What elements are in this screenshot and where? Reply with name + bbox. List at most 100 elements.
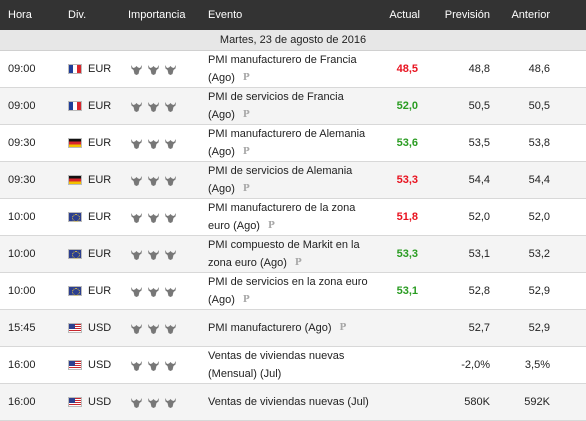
- event-currency: EUR: [88, 248, 112, 260]
- header-anterior[interactable]: Anterior: [500, 0, 586, 30]
- flag-us-icon: [68, 360, 82, 370]
- event-row[interactable]: 10:00 EUR PMI manufacturero de la zona eur…: [0, 198, 586, 236]
- header-evento[interactable]: Evento: [200, 0, 370, 30]
- preliminary-icon[interactable]: P: [242, 183, 250, 194]
- event-currency-cell: EUR: [60, 198, 120, 236]
- bull-icon: [164, 212, 177, 223]
- preliminary-icon[interactable]: P: [242, 72, 250, 83]
- header-prevision[interactable]: Previsión: [420, 0, 500, 30]
- event-importance: [120, 124, 200, 162]
- event-name[interactable]: PMI manufacturero (Ago): [208, 322, 332, 334]
- flag-fr-icon: [68, 64, 82, 74]
- header-hora[interactable]: Hora: [0, 0, 60, 30]
- event-name-cell[interactable]: PMI de servicios en la zona euro (Ago) P: [200, 272, 370, 310]
- event-name[interactable]: PMI compuesto de Markit en la zona euro …: [208, 239, 360, 269]
- event-row[interactable]: 09:00 EUR PMI manufacturero de Francia (Ag…: [0, 50, 586, 88]
- event-name-cell[interactable]: PMI de servicios de Alemania (Ago) P: [200, 161, 370, 199]
- event-currency: EUR: [88, 174, 112, 186]
- flag-eu-icon: [68, 286, 82, 296]
- preliminary-icon[interactable]: P: [242, 294, 250, 305]
- event-name[interactable]: PMI manufacturero de Francia (Ago): [208, 54, 357, 84]
- bull-icon: [147, 323, 160, 334]
- event-previous: 3,5%: [500, 346, 586, 384]
- flag-eu-icon: [68, 212, 82, 222]
- event-name-cell[interactable]: PMI de servicios de Francia (Ago) P: [200, 87, 370, 125]
- event-currency-cell: USD: [60, 309, 120, 347]
- bull-icon: [130, 64, 143, 75]
- event-actual: 53,3: [370, 235, 420, 273]
- bull-icon: [130, 249, 143, 260]
- bull-icon: [130, 101, 143, 112]
- bull-icon: [130, 138, 143, 149]
- event-name-cell[interactable]: PMI manufacturero de Francia (Ago) P: [200, 50, 370, 88]
- header-importancia[interactable]: Importancia: [120, 0, 200, 30]
- event-time: 10:00: [0, 272, 60, 310]
- event-row[interactable]: 16:00 USD Ventas de viviendas nuevas (Jul)…: [0, 383, 586, 421]
- bull-icon: [130, 175, 143, 186]
- event-name[interactable]: PMI de servicios de Alemania (Ago): [208, 165, 353, 195]
- event-name[interactable]: PMI manufacturero de Alemania (Ago): [208, 128, 366, 158]
- event-time: 16:00: [0, 383, 60, 421]
- event-name[interactable]: PMI manufacturero de la zona euro (Ago): [208, 202, 356, 232]
- event-row[interactable]: 10:00 EUR PMI compuesto de Markit en la zo…: [0, 235, 586, 273]
- date-row: Martes, 23 de agosto de 2016: [0, 30, 586, 51]
- bull-icon: [164, 397, 177, 408]
- preliminary-icon[interactable]: P: [339, 322, 347, 333]
- event-name-cell[interactable]: PMI manufacturero de la zona euro (Ago) P: [200, 198, 370, 236]
- bull-icon: [147, 138, 160, 149]
- event-currency: USD: [88, 396, 112, 408]
- header-div[interactable]: Div.: [60, 0, 120, 30]
- event-importance: [120, 346, 200, 384]
- event-forecast: 53,1: [420, 235, 500, 273]
- event-actual: [370, 346, 420, 384]
- bull-icon: [147, 101, 160, 112]
- bull-icon: [147, 175, 160, 186]
- event-currency: EUR: [88, 211, 112, 223]
- event-previous: 50,5: [500, 87, 586, 125]
- event-name[interactable]: Ventas de viviendas nuevas (Jul): [208, 396, 369, 408]
- event-name-cell[interactable]: Ventas de viviendas nuevas (Mensual) (Ju…: [200, 346, 370, 384]
- event-name-cell[interactable]: Ventas de viviendas nuevas (Jul): [200, 383, 370, 421]
- event-name-cell[interactable]: PMI manufacturero (Ago) P: [200, 309, 370, 347]
- flag-fr-icon: [68, 101, 82, 111]
- event-time: 09:00: [0, 87, 60, 125]
- event-forecast: 48,8: [420, 50, 500, 88]
- bull-icon: [164, 323, 177, 334]
- event-row[interactable]: 09:30 EUR PMI manufacturero de Alemania (A…: [0, 124, 586, 162]
- event-previous: 53,2: [500, 235, 586, 273]
- preliminary-icon[interactable]: P: [294, 257, 302, 268]
- event-name-cell[interactable]: PMI compuesto de Markit en la zona euro …: [200, 235, 370, 273]
- preliminary-icon[interactable]: P: [242, 146, 250, 157]
- event-row[interactable]: 15:45 USD PMI manufacturero (Ago) P 52,7 52,9: [0, 309, 586, 347]
- event-importance: [120, 87, 200, 125]
- event-forecast: 580K: [420, 383, 500, 421]
- event-name[interactable]: Ventas de viviendas nuevas (Mensual) (Ju…: [208, 350, 345, 380]
- event-currency: EUR: [88, 100, 112, 112]
- event-currency-cell: EUR: [60, 161, 120, 199]
- table-header-row: Hora Div. Importancia Evento Actual Prev…: [0, 0, 586, 30]
- event-actual: 51,8: [370, 198, 420, 236]
- event-currency: USD: [88, 322, 112, 334]
- event-actual: [370, 383, 420, 421]
- event-currency-cell: EUR: [60, 235, 120, 273]
- event-row[interactable]: 09:30 EUR PMI de servicios de Alemania (Ag…: [0, 161, 586, 199]
- preliminary-icon[interactable]: P: [267, 220, 275, 231]
- event-row[interactable]: 16:00 USD Ventas de viviendas nuevas (Mens…: [0, 346, 586, 384]
- event-name-cell[interactable]: PMI manufacturero de Alemania (Ago) P: [200, 124, 370, 162]
- event-row[interactable]: 10:00 EUR PMI de servicios en la zona euro…: [0, 272, 586, 310]
- event-time: 09:30: [0, 161, 60, 199]
- event-importance: [120, 309, 200, 347]
- bull-icon: [147, 397, 160, 408]
- header-actual[interactable]: Actual: [370, 0, 420, 30]
- event-currency-cell: EUR: [60, 87, 120, 125]
- bull-icon: [164, 101, 177, 112]
- event-importance: [120, 235, 200, 273]
- event-name[interactable]: PMI de servicios de Francia (Ago): [208, 91, 344, 121]
- event-forecast: -2,0%: [420, 346, 500, 384]
- event-currency-cell: EUR: [60, 50, 120, 88]
- preliminary-icon[interactable]: P: [242, 109, 250, 120]
- event-name[interactable]: PMI de servicios en la zona euro (Ago): [208, 276, 368, 306]
- event-actual: 53,3: [370, 161, 420, 199]
- event-importance: [120, 272, 200, 310]
- event-row[interactable]: 09:00 EUR PMI de servicios de Francia (Ago…: [0, 87, 586, 125]
